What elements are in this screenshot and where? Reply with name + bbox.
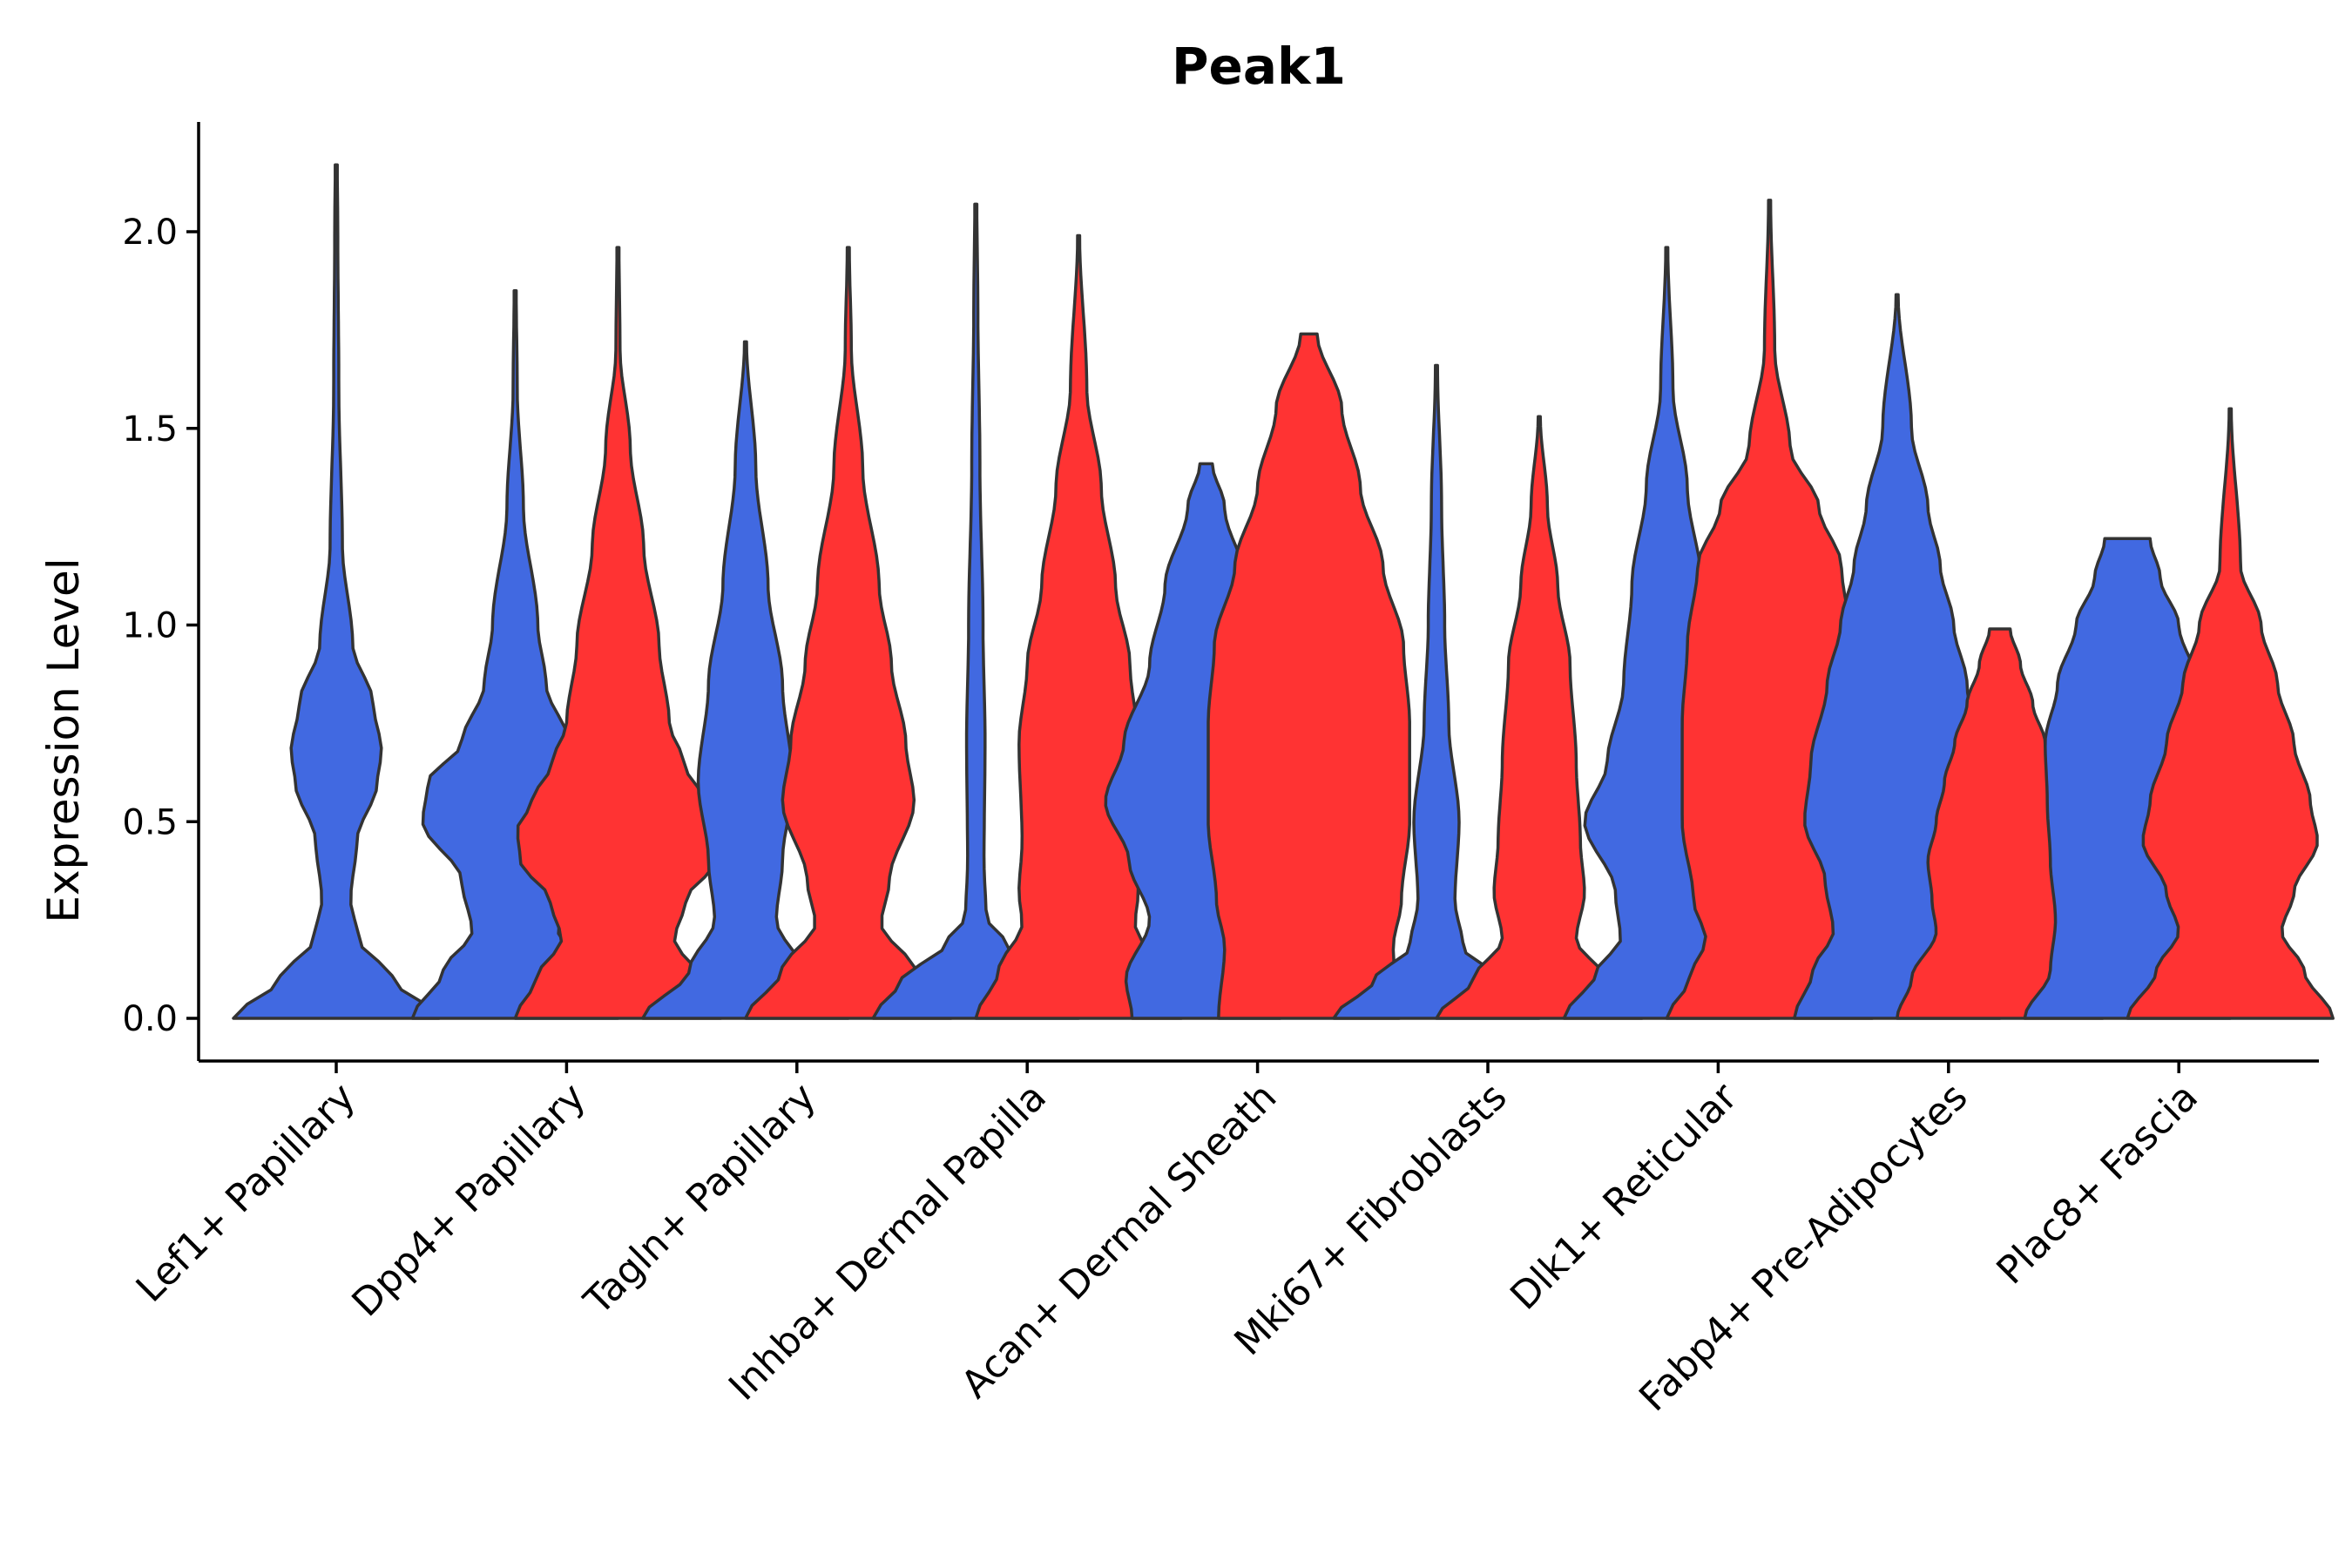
violin-red-4 [1206,332,1411,1020]
x-tick-label: Dpp4+ Papillary [344,1075,595,1326]
violin-red-5 [1435,415,1644,1020]
y-tick-label: 2.0 [122,213,178,253]
y-axis-label: Expression Level [38,558,89,923]
x-tick-label: Plac8+ Fascia [1988,1075,2207,1294]
violin-blue-3 [871,202,1080,1020]
y-tick-label: 1.0 [122,606,178,646]
y-tick-label: 0.5 [122,802,178,842]
chart-title: Peak1 [1172,37,1346,96]
violin-red-1 [513,246,723,1020]
violin-blue-5 [1332,363,1541,1020]
violin-red-2 [744,246,953,1020]
y-tick-label: 1.5 [122,409,178,449]
y-axis: 0.0 0.5 1.0 1.5 2.0 [122,122,200,1061]
violin-blue-0 [232,163,441,1020]
x-tick-label: Dlk1+ Reticular [1502,1074,1747,1319]
violin-red-8 [2126,407,2335,1020]
violin-layer [232,163,2335,1020]
x-tick-label: Lef1+ Papillary [128,1075,364,1311]
y-tick-label: 0.0 [122,999,178,1039]
x-tick-label: Tagln+ Papillary [575,1075,824,1324]
